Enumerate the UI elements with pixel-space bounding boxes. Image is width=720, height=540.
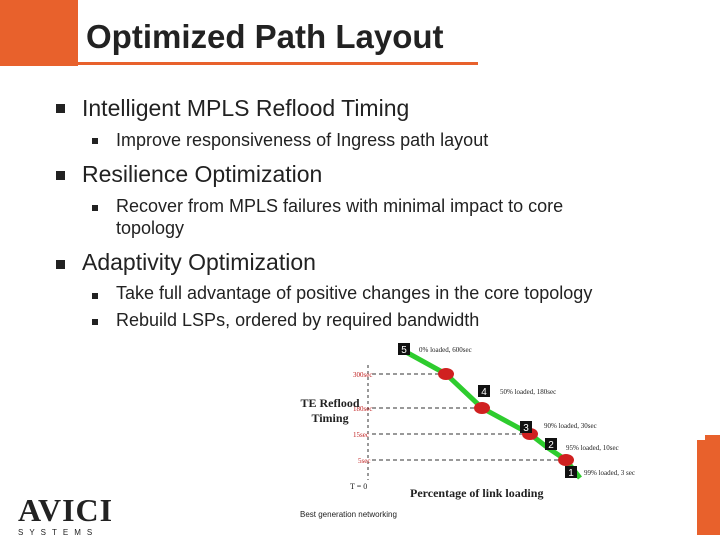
node-marker xyxy=(558,454,574,466)
node-marker xyxy=(438,368,454,380)
tick-label-300: 300sec xyxy=(353,371,372,379)
bullet-adaptivity: Adaptivity Optimization xyxy=(82,249,316,275)
point-1-number: 1 xyxy=(568,468,574,479)
point-2-number: 2 xyxy=(548,440,554,451)
title-underline xyxy=(30,62,478,65)
point-1-label: 99% loaded, 3 sec xyxy=(584,469,635,477)
point-2: 2 95% loaded, 10sec xyxy=(545,438,619,452)
node-marker xyxy=(474,402,490,414)
slide-title: Optimized Path Layout xyxy=(86,18,444,55)
bullet-square xyxy=(56,171,65,180)
timing-path-line xyxy=(404,349,582,480)
bullet-resilience: Resilience Optimization xyxy=(82,161,323,187)
sub-bullet-ingress: Improve responsiveness of Ingress path l… xyxy=(116,130,489,150)
point-4: 4 50% loaded, 180sec xyxy=(478,385,556,398)
point-5: 5 0% loaded, 600sec xyxy=(398,343,472,356)
sub-bullet-recover: Recover from MPLS failures with minimal … xyxy=(116,196,564,216)
title-vertical-rule xyxy=(30,40,33,65)
sub-bullet-rebuild: Rebuild LSPs, ordered by required bandwi… xyxy=(116,310,480,330)
sub-bullet-square xyxy=(92,138,98,144)
point-3: 3 90% loaded, 30sec xyxy=(520,421,597,434)
y-axis-label: TE Reflood Timing xyxy=(300,396,360,425)
sub-bullet-recover-cont: topology xyxy=(116,218,185,238)
point-5-label: 0% loaded, 600sec xyxy=(419,346,472,354)
point-2-label: 95% loaded, 10sec xyxy=(566,444,619,452)
tick-label-180: 180sec xyxy=(353,405,372,413)
tick-label-5: 5sec xyxy=(358,457,370,465)
avici-logo: AVICI SYSTEMS xyxy=(18,494,136,537)
point-3-number: 3 xyxy=(523,423,529,434)
sub-bullet-square xyxy=(92,319,98,325)
corner-decoration xyxy=(0,0,78,66)
point-1: 1 99% loaded, 3 sec xyxy=(565,466,635,479)
logo-subtext: SYSTEMS xyxy=(18,528,99,537)
tick-label-15: 15sec xyxy=(353,431,369,439)
corner-decoration-bottom-bar xyxy=(697,440,720,535)
point-4-label: 50% loaded, 180sec xyxy=(500,388,556,396)
tagline: Best generation networking xyxy=(300,510,397,519)
bullet-square xyxy=(56,104,65,113)
x-axis-label: Percentage of link loading xyxy=(410,486,544,500)
point-4-number: 4 xyxy=(481,387,487,398)
point-5-number: 5 xyxy=(401,345,407,356)
origin-label: T = 0 xyxy=(350,482,368,491)
sub-bullet-square xyxy=(92,293,98,299)
sub-bullet-square xyxy=(92,205,98,211)
sub-bullet-take-advantage: Take full advantage of positive changes … xyxy=(116,283,593,303)
bullet-intelligent-mpls: Intelligent MPLS Reflood Timing xyxy=(82,95,410,121)
point-3-label: 90% loaded, 30sec xyxy=(544,422,597,430)
logo-wordmark: AVICI xyxy=(18,492,114,528)
bullet-square xyxy=(56,260,65,269)
